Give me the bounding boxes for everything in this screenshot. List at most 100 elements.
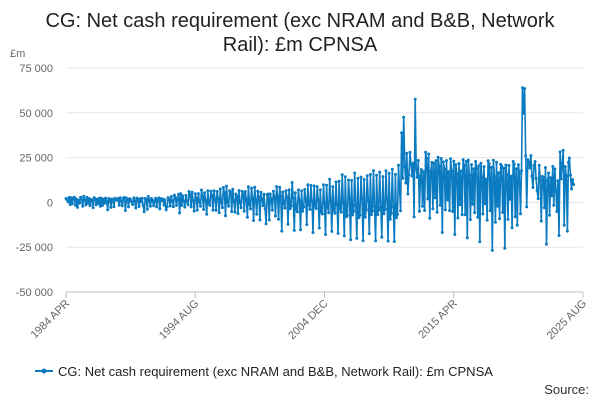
data-point	[442, 167, 446, 171]
data-point	[511, 160, 515, 163]
data-point	[347, 178, 350, 182]
data-point	[496, 204, 499, 208]
legend-label[interactable]: CG: Net cash requirement (exc NRAM and B…	[58, 364, 493, 379]
data-point	[451, 210, 455, 213]
data-point	[119, 199, 123, 203]
data-point	[222, 190, 226, 194]
data-point	[323, 201, 326, 205]
data-point	[516, 163, 520, 167]
data-point	[456, 216, 460, 220]
data-point	[436, 155, 440, 159]
data-point	[182, 199, 186, 203]
data-point	[249, 207, 252, 211]
data-point	[553, 167, 557, 171]
data-point	[317, 226, 321, 230]
x-tick-label: 2004 DEC	[286, 298, 330, 342]
data-point	[306, 183, 310, 187]
data-point	[453, 233, 457, 236]
data-point	[366, 199, 370, 203]
data-point	[419, 168, 423, 172]
data-point	[440, 231, 444, 234]
data-point	[387, 171, 391, 175]
data-point	[82, 194, 86, 198]
data-point	[422, 170, 425, 174]
data-point	[288, 207, 292, 211]
data-point	[530, 174, 534, 178]
data-point	[452, 159, 456, 163]
data-point	[555, 210, 559, 213]
data-point	[336, 231, 340, 235]
data-point	[146, 195, 150, 198]
data-point	[375, 173, 379, 177]
data-point	[439, 157, 443, 160]
data-point	[445, 159, 448, 163]
data-point	[305, 223, 309, 227]
data-point	[318, 188, 322, 192]
data-point	[273, 195, 276, 199]
data-point	[378, 170, 382, 174]
data-point	[462, 164, 466, 167]
data-point	[171, 205, 175, 209]
data-point	[270, 208, 274, 212]
data-point	[490, 248, 494, 252]
data-point	[356, 176, 360, 180]
data-point	[465, 236, 469, 240]
data-point	[293, 191, 297, 195]
data-point	[454, 163, 458, 167]
data-point	[434, 159, 438, 163]
data-point	[327, 211, 331, 215]
data-point	[86, 201, 90, 205]
data-point	[423, 209, 427, 212]
data-point	[535, 189, 539, 193]
data-point	[219, 200, 223, 204]
data-point	[341, 201, 345, 205]
data-point	[558, 150, 562, 154]
data-point	[564, 174, 568, 178]
data-point	[554, 188, 558, 192]
data-point	[209, 189, 213, 193]
data-point	[372, 169, 375, 173]
data-point	[296, 188, 300, 192]
data-point	[396, 212, 399, 216]
data-point	[132, 196, 136, 200]
data-point	[278, 185, 282, 189]
data-point	[417, 209, 421, 213]
data-point	[459, 169, 463, 173]
data-point	[303, 188, 307, 191]
legend[interactable]: CG: Net cash requirement (exc NRAM and B…	[35, 364, 493, 379]
data-point	[362, 178, 366, 181]
data-point	[549, 176, 553, 180]
data-point	[287, 188, 291, 192]
data-point	[386, 239, 390, 243]
data-point	[502, 166, 506, 170]
data-point	[199, 204, 202, 208]
data-point	[562, 223, 566, 227]
data-point	[509, 174, 513, 178]
data-point	[196, 192, 200, 196]
data-point	[148, 204, 152, 208]
data-point	[527, 160, 531, 164]
data-point	[399, 209, 403, 213]
data-point	[298, 199, 301, 203]
data-point	[471, 202, 474, 206]
data-point	[220, 206, 224, 210]
data-point	[104, 196, 108, 200]
data-point	[192, 209, 196, 213]
data-point	[229, 190, 233, 194]
data-point	[510, 226, 514, 230]
data-point	[556, 179, 560, 183]
data-point	[203, 191, 207, 195]
y-tick-label: 75 000	[19, 63, 53, 75]
data-point	[216, 197, 220, 201]
data-point	[404, 181, 408, 185]
data-point	[340, 173, 344, 177]
data-point	[433, 196, 437, 200]
data-point	[147, 198, 151, 202]
data-point	[106, 208, 110, 212]
data-point	[164, 208, 168, 212]
data-point	[324, 233, 327, 236]
data-point	[291, 196, 295, 200]
data-point	[397, 163, 400, 167]
data-point	[184, 193, 188, 197]
data-point	[266, 192, 270, 196]
